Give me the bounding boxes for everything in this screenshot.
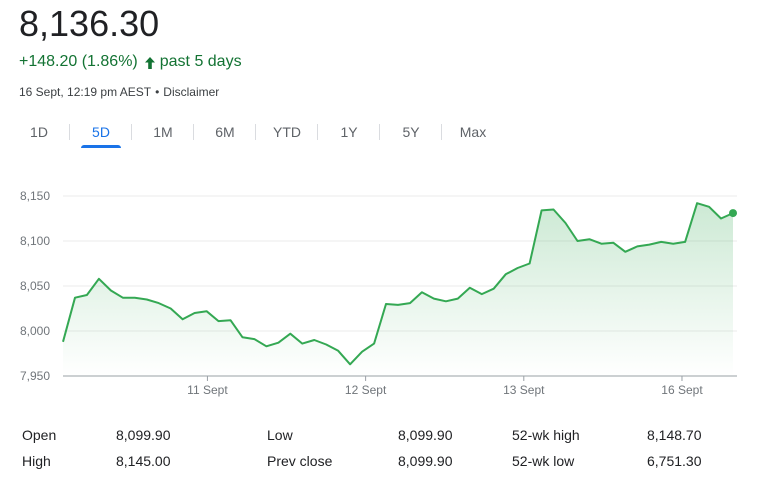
price-area-fill [63,203,733,376]
separator: • [155,85,160,99]
x-tick-label: 11 Sept [187,383,228,397]
range-tabs: 1D 5D 1M 6M YTD 1Y 5Y Max [8,118,504,152]
arrow-up-icon [144,55,156,69]
stats-row: Open 8,099.90 Low 8,099.90 52-wk high 8,… [22,424,742,450]
prev-close-value: 8,099.90 [398,453,453,469]
y-tick-label: 8,050 [20,279,50,293]
x-tick-label: 16 Sept [661,383,703,397]
price-change-row: +148.20 (1.86%) past 5 days [19,51,242,73]
price-line [62,202,734,366]
52wk-low-value: 6,751.30 [647,453,702,469]
y-tick-label: 7,950 [20,369,50,383]
current-price-dot [729,209,737,218]
52wk-low-label: 52-wk low [512,453,575,469]
tab-1m[interactable]: 1M [132,118,194,152]
period-label: past 5 days [159,53,242,70]
key-stats: Open 8,099.90 Low 8,099.90 52-wk high 8,… [22,424,742,476]
price: 8,136.30 [19,3,160,44]
tab-ytd[interactable]: YTD [256,118,318,152]
price-chart[interactable]: 7,950 8,000 8,050 8,100 8,150 11 Sept 12 Sept 1… [0,178,767,408]
tab-1y[interactable]: 1Y [318,118,380,152]
tab-1d[interactable]: 1D [8,118,70,152]
open-label: Open [22,427,57,443]
stats-row: High 8,145.00 Prev close 8,099.90 52-wk … [22,450,742,476]
52wk-high-label: 52-wk high [512,427,580,443]
low-label: Low [267,427,293,443]
y-tick-label: 8,150 [20,189,50,203]
prev-close-label: Prev close [267,453,333,469]
tab-5d[interactable]: 5D [70,118,132,152]
low-value: 8,099.90 [398,427,453,443]
high-label: High [22,453,51,469]
open-value: 8,099.90 [116,427,171,443]
high-value: 8,145.00 [116,453,171,469]
price-change: +148.20 (1.86%) [19,53,138,70]
x-tick-label: 12 Sept [345,383,387,397]
52wk-high-value: 8,148.70 [647,427,702,443]
y-tick-label: 8,100 [20,234,50,248]
timestamp: 16 Sept, 12:19 pm AEST [19,85,152,99]
disclaimer-link[interactable]: Disclaimer [163,85,220,99]
x-tick-label: 13 Sept [503,383,545,397]
tab-max[interactable]: Max [459,124,487,140]
tab-6m[interactable]: 6M [194,118,256,152]
y-tick-label: 8,000 [20,324,50,338]
timestamp-row: 16 Sept, 12:19 pm AEST • Disclaimer [19,84,219,100]
tab-5y[interactable]: 5Y [380,118,442,152]
